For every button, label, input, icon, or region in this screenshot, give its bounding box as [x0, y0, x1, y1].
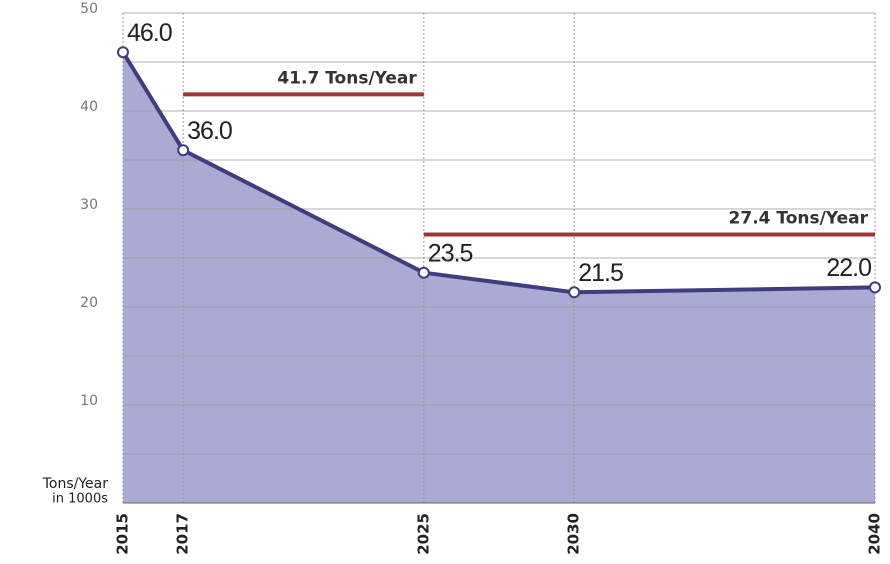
x-tick-label: 2040	[866, 513, 884, 555]
x-tick-label: 2030	[565, 513, 583, 555]
x-tick-label: 2025	[414, 513, 432, 555]
data-label: 46.0	[127, 19, 172, 47]
x-tick-label: 2015	[114, 513, 132, 555]
point	[568, 286, 581, 299]
y-axis-label: Tons/Year	[42, 476, 109, 492]
y-tick-label: 40	[80, 99, 98, 115]
y-tick-label: 10	[80, 393, 98, 409]
data-label: 22.0	[826, 254, 871, 282]
reference-label: 27.4 Tons/Year	[729, 208, 869, 228]
point	[117, 46, 129, 59]
point	[177, 144, 190, 157]
y-tick-label: 20	[80, 295, 98, 311]
y-tick-label: 30	[80, 197, 98, 213]
data-label: 36.0	[187, 117, 232, 145]
x-tick-label: 2017	[174, 513, 192, 555]
data-label: 23.5	[428, 239, 473, 267]
point	[869, 281, 881, 294]
point	[417, 266, 430, 279]
reference-label: 41.7 Tons/Year	[277, 68, 417, 88]
y-tick-label: 50	[80, 1, 98, 17]
y-axis-label: in 1000s	[52, 492, 108, 507]
data-label: 21.5	[578, 259, 623, 287]
area	[123, 52, 875, 503]
